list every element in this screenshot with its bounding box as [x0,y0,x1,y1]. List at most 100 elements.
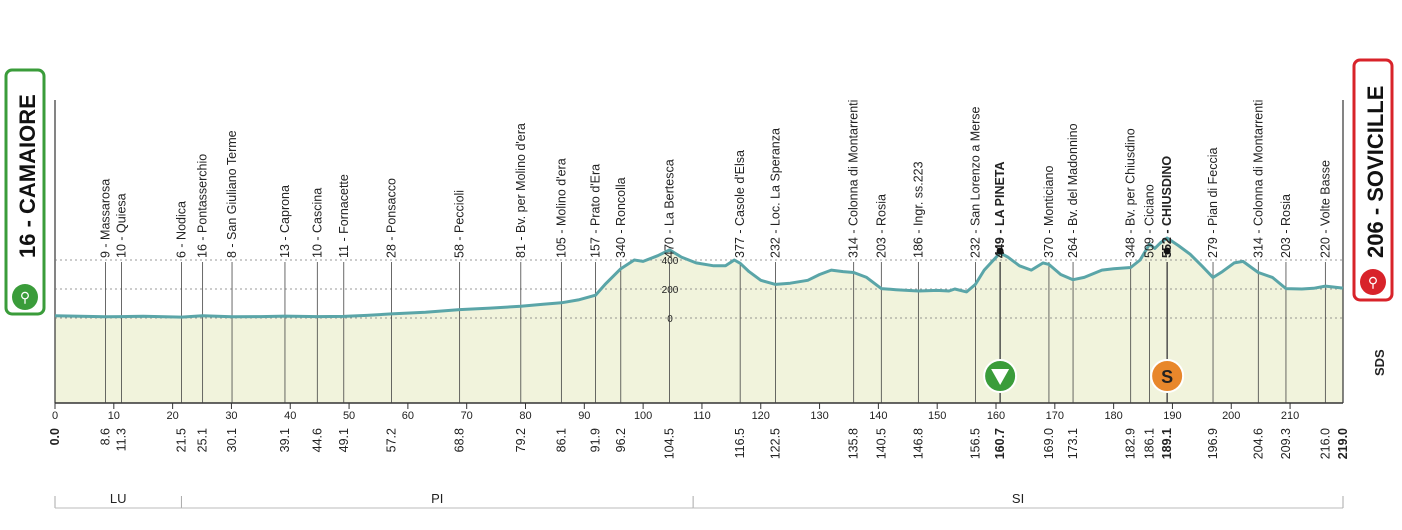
x-tick-label: 110 [693,410,711,422]
province-label: LU [110,491,127,506]
km-label: 30.1 [225,428,239,452]
sprint-glyph: S [1161,367,1173,387]
place-label: 232 - Loc. La Speranza [768,128,782,258]
km-label: 169.0 [1042,428,1056,459]
place-label: 203 - Rosia [874,194,888,258]
km-label: 57.2 [384,428,398,452]
place-label: 264 - Bv. del Madonnino [1066,123,1080,258]
km-label: 68.8 [453,428,467,452]
y-tick-label: 400 [662,256,679,267]
place-label: 203 - Rosia [1279,194,1293,258]
place-label: 377 - Casole d'Elsa [733,150,747,258]
place-label: 370 - Monticiano [1042,166,1056,258]
km-label: 160.7 [993,428,1007,459]
place-label: 28 - Ponsacco [384,178,398,258]
x-tick-label: 180 [1104,410,1122,422]
y-tick-label: 200 [662,285,679,296]
start-label: 16 - CAMAIORE [15,94,40,258]
place-label: 8 - San Giuliano Terme [225,130,239,258]
km-label: 25.1 [196,428,210,452]
place-label: 10 - Quiesa [114,193,128,258]
place-label: 81 - Bv. per Molino d'era [514,123,528,258]
place-label: 16 - Pontasserchio [196,154,210,258]
x-tick-label: 70 [461,410,473,422]
x-tick-label: 10 [108,410,120,422]
summit-dot [996,247,1004,255]
km-label: 189.1 [1160,428,1174,459]
km-label: 86.1 [554,428,568,452]
place-label: 232 - San Lorenzo a Merse [968,106,982,258]
elevation-line [54,236,1344,319]
km-label: 173.1 [1066,428,1080,459]
x-tick-label: 160 [987,410,1005,422]
km-label: 0.0 [48,428,62,445]
profile-layer: 0 200 400 [54,100,1344,409]
x-tick-label: 40 [284,410,296,422]
place-label: 11 - Fornacette [337,174,351,258]
km-label: 21.5 [174,428,188,452]
place-label: 314 - Colonna di Montarrenti [847,100,861,258]
km-label: 209.3 [1279,428,1293,459]
km-label: 182.9 [1124,428,1138,459]
x-tick-label: 20 [167,410,179,422]
km-label: 156.5 [968,428,982,459]
x-tick-label: 50 [343,410,355,422]
summit-dot [1163,247,1171,255]
km-label: 135.8 [847,428,861,459]
x-tick-label: 210 [1281,410,1299,422]
finish-cyclist-glyph: ⚲ [1368,274,1378,290]
x-tick-label: 100 [634,410,652,422]
km-label: 140.5 [874,428,888,459]
y-tick-label: 0 [667,314,673,325]
place-label: 348 - Bv. per Chiusdino [1124,128,1138,258]
km-label: 39.1 [278,428,292,452]
place-label: 9 - Massarosa [99,179,113,258]
sprint-icon [1150,359,1185,393]
km-label: 116.5 [733,428,747,458]
x-tick-label: 200 [1222,410,1240,422]
x-tick-label: 120 [752,410,770,422]
elevation-area [55,238,1343,403]
km-label: 91.9 [588,428,602,452]
km-label: 79.2 [514,428,528,452]
place-label: 13 - Caprona [278,185,292,258]
km-label: 186.1 [1143,428,1157,459]
province-label: SI [1012,491,1024,506]
brand-logo: SDS [1372,349,1387,376]
km-label: 146.8 [911,428,925,459]
km-label: 11.3 [114,428,128,451]
province-label: PI [431,491,443,506]
km-label: 122.5 [768,428,782,459]
place-label: 449 - LA PINETA [993,161,1007,258]
place-label: 58 - Peccioli [453,190,467,258]
x-tick-label: 90 [578,410,590,422]
place-label: 279 - Pian di Feccia [1206,147,1220,258]
km-label: 44.6 [310,428,324,452]
place-label: 552 - CHIUSDINO [1160,156,1174,258]
km-label: 204.6 [1251,428,1265,459]
place-label: 157 - Prato d'Era [588,164,602,258]
km-label: 96.2 [614,428,628,452]
place-label: 509 - Ciciano [1143,184,1157,258]
km-label: 104.5 [663,428,677,459]
x-tick-label: 30 [225,410,237,422]
x-tick-label: 140 [869,410,887,422]
x-tick-label: 60 [402,410,414,422]
start-cyclist-glyph: ⚲ [20,289,30,305]
place-label: 314 - Colonna di Montarrenti [1251,100,1265,258]
place-label: 340 - Roncolla [614,177,628,258]
place-label: 470 - La Bertesca [663,159,677,258]
x-tick-label: 0 [52,410,58,422]
x-tick-label: 190 [1163,410,1181,422]
km-label: 219.0 [1336,428,1350,459]
x-tick-label: 130 [810,410,828,422]
gpm-triangle-icon [991,369,1010,385]
label-layer: 9 - Massarosa 10 - Quiesa 6 - Nodica 16 - P… [48,100,1350,509]
finish-cyclist-icon [1360,269,1386,295]
km-label: 49.1 [337,428,351,452]
km-label: 196.9 [1206,428,1220,459]
place-label: 105 - Molino d'era [554,158,568,258]
x-tick-label: 170 [1046,410,1064,422]
start-cyclist-icon [12,284,38,310]
